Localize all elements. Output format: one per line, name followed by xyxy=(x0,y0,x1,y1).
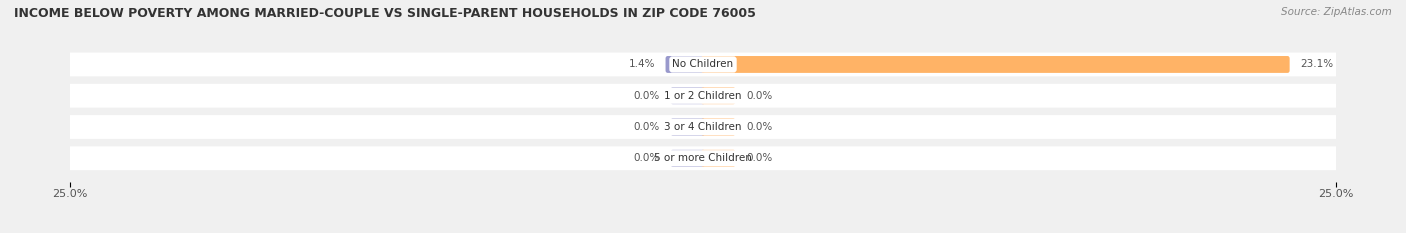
Text: 23.1%: 23.1% xyxy=(1301,59,1333,69)
FancyBboxPatch shape xyxy=(0,115,1406,139)
FancyBboxPatch shape xyxy=(702,56,1289,73)
FancyBboxPatch shape xyxy=(702,87,735,104)
Text: 0.0%: 0.0% xyxy=(747,153,772,163)
Text: INCOME BELOW POVERTY AMONG MARRIED-COUPLE VS SINGLE-PARENT HOUSEHOLDS IN ZIP COD: INCOME BELOW POVERTY AMONG MARRIED-COUPL… xyxy=(14,7,756,20)
Text: 0.0%: 0.0% xyxy=(634,122,659,132)
Text: 3 or 4 Children: 3 or 4 Children xyxy=(664,122,742,132)
FancyBboxPatch shape xyxy=(0,146,1406,170)
FancyBboxPatch shape xyxy=(671,150,704,167)
FancyBboxPatch shape xyxy=(702,150,735,167)
FancyBboxPatch shape xyxy=(671,87,704,104)
FancyBboxPatch shape xyxy=(0,84,1406,108)
Text: No Children: No Children xyxy=(672,59,734,69)
FancyBboxPatch shape xyxy=(702,119,735,135)
FancyBboxPatch shape xyxy=(671,119,704,135)
FancyBboxPatch shape xyxy=(0,53,1406,76)
Text: Source: ZipAtlas.com: Source: ZipAtlas.com xyxy=(1281,7,1392,17)
Text: 0.0%: 0.0% xyxy=(747,91,772,101)
Text: 0.0%: 0.0% xyxy=(747,122,772,132)
Text: 1.4%: 1.4% xyxy=(628,59,655,69)
Text: 5 or more Children: 5 or more Children xyxy=(654,153,752,163)
Text: 0.0%: 0.0% xyxy=(634,91,659,101)
Text: 1 or 2 Children: 1 or 2 Children xyxy=(664,91,742,101)
Text: 0.0%: 0.0% xyxy=(634,153,659,163)
FancyBboxPatch shape xyxy=(665,56,704,73)
